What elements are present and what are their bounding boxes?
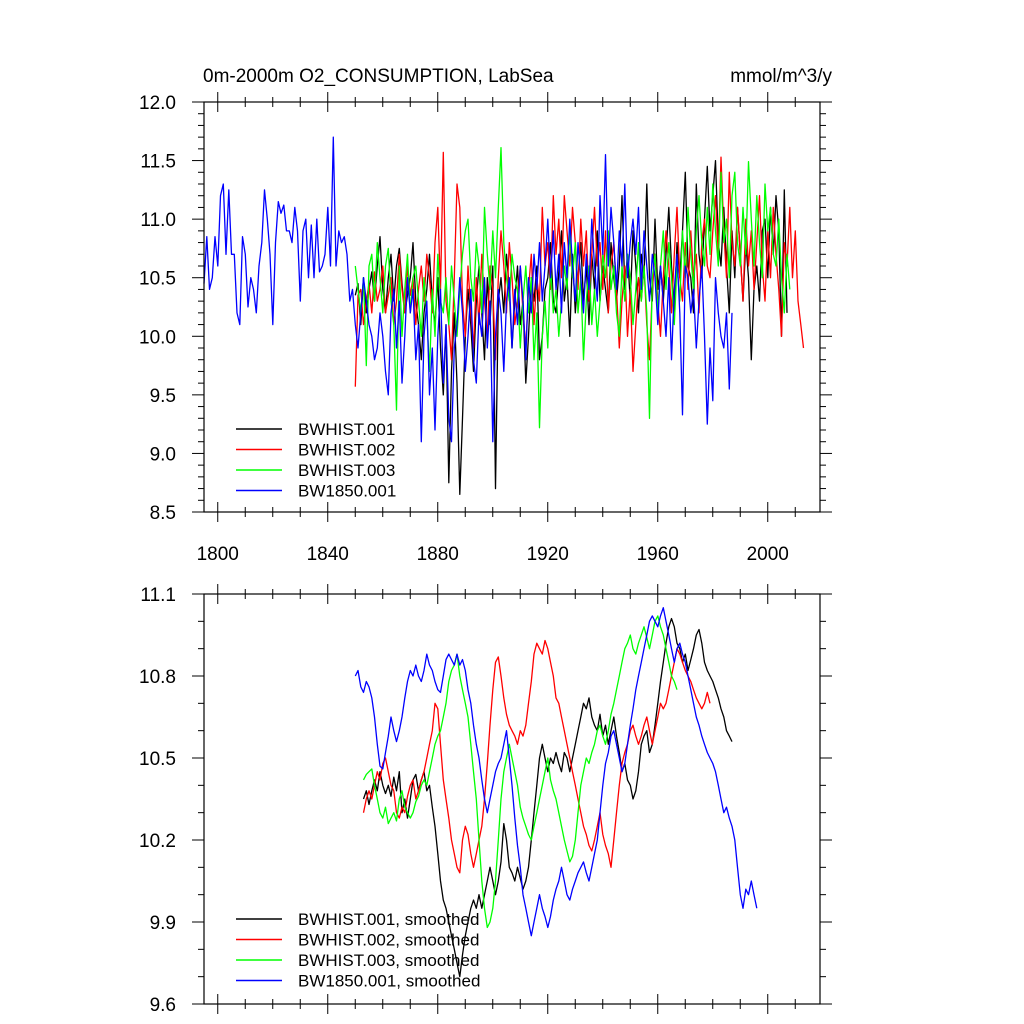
series-line-bwhist-002 bbox=[362, 639, 711, 874]
top-x-tick-labels: 1800 1840 1880 1920 1960 2000 bbox=[197, 544, 789, 565]
y-tick-label: 9.9 bbox=[150, 913, 176, 934]
bottom-legend: BWHIST.001, smoothed BWHIST.002, smoothed… bbox=[236, 910, 480, 991]
series-line-bwhist-003 bbox=[362, 615, 678, 929]
y-tick-label: 10.5 bbox=[139, 269, 176, 290]
legend-label: BWHIST.003, smoothed bbox=[298, 951, 479, 970]
legend-label: BW1850.001 bbox=[298, 482, 396, 501]
chart-title: 0m-2000m O2_CONSUMPTION, LabSea bbox=[203, 66, 554, 87]
x-tick-label: 1920 bbox=[527, 544, 569, 565]
bottom-y-tick-labels: 9.6 9.9 10.2 10.5 10.8 11.1 bbox=[139, 585, 176, 1016]
y-tick-label: 11.1 bbox=[140, 585, 176, 606]
y-tick-label: 10.2 bbox=[139, 831, 176, 852]
legend-label: BWHIST.001, smoothed bbox=[298, 910, 479, 929]
y-tick-label: 9.0 bbox=[150, 444, 176, 465]
series-line-bw1850-001 bbox=[203, 136, 733, 443]
y-tick-label: 10.0 bbox=[139, 327, 176, 348]
y-tick-label: 9.6 bbox=[150, 995, 176, 1016]
y-tick-label: 9.5 bbox=[150, 386, 176, 407]
top-plot-frame bbox=[203, 101, 821, 513]
bottom-series-lines bbox=[354, 607, 758, 978]
y-tick-label: 11.5 bbox=[140, 152, 176, 173]
y-tick-label: 11.0 bbox=[140, 210, 176, 231]
legend-label: BWHIST.002, smoothed bbox=[298, 931, 479, 950]
x-tick-label: 1960 bbox=[637, 544, 679, 565]
series-line-bwhist-001 bbox=[362, 617, 733, 978]
top-series-lines bbox=[203, 136, 805, 496]
x-tick-label: 1800 bbox=[197, 544, 239, 565]
x-tick-label: 2000 bbox=[747, 544, 789, 565]
y-tick-label: 8.5 bbox=[150, 503, 176, 524]
units-label: mmol/m^3/y bbox=[730, 66, 832, 87]
y-tick-label: 10.5 bbox=[139, 749, 176, 770]
top-y-tick-labels: 8.5 9.0 9.5 10.0 10.5 11.0 11.5 12.0 bbox=[139, 93, 176, 524]
y-tick-label: 10.8 bbox=[139, 667, 176, 688]
series-line-bw1850-001 bbox=[354, 607, 758, 937]
legend-label: BW1850.001, smoothed bbox=[298, 972, 480, 991]
series-line-bwhist-001 bbox=[354, 159, 788, 496]
top-panel: 0m-2000m O2_CONSUMPTION, LabSea mmol/m^3… bbox=[139, 66, 832, 565]
legend-label: BWHIST.002 bbox=[298, 441, 395, 460]
bottom-plot-frame bbox=[203, 593, 821, 1005]
legend-label: BWHIST.001 bbox=[298, 420, 395, 439]
x-tick-label: 1880 bbox=[417, 544, 459, 565]
x-tick-label: 1840 bbox=[307, 544, 349, 565]
legend-label: BWHIST.003 bbox=[298, 461, 395, 480]
series-line-bwhist-002 bbox=[354, 151, 805, 387]
top-axis-ticks bbox=[192, 92, 832, 522]
bottom-axis-ticks bbox=[192, 584, 832, 1014]
bottom-panel: 9.6 9.9 10.2 10.5 10.8 11.1 BWHIST.001, smoot… bbox=[139, 584, 832, 1016]
y-tick-label: 12.0 bbox=[139, 93, 176, 114]
